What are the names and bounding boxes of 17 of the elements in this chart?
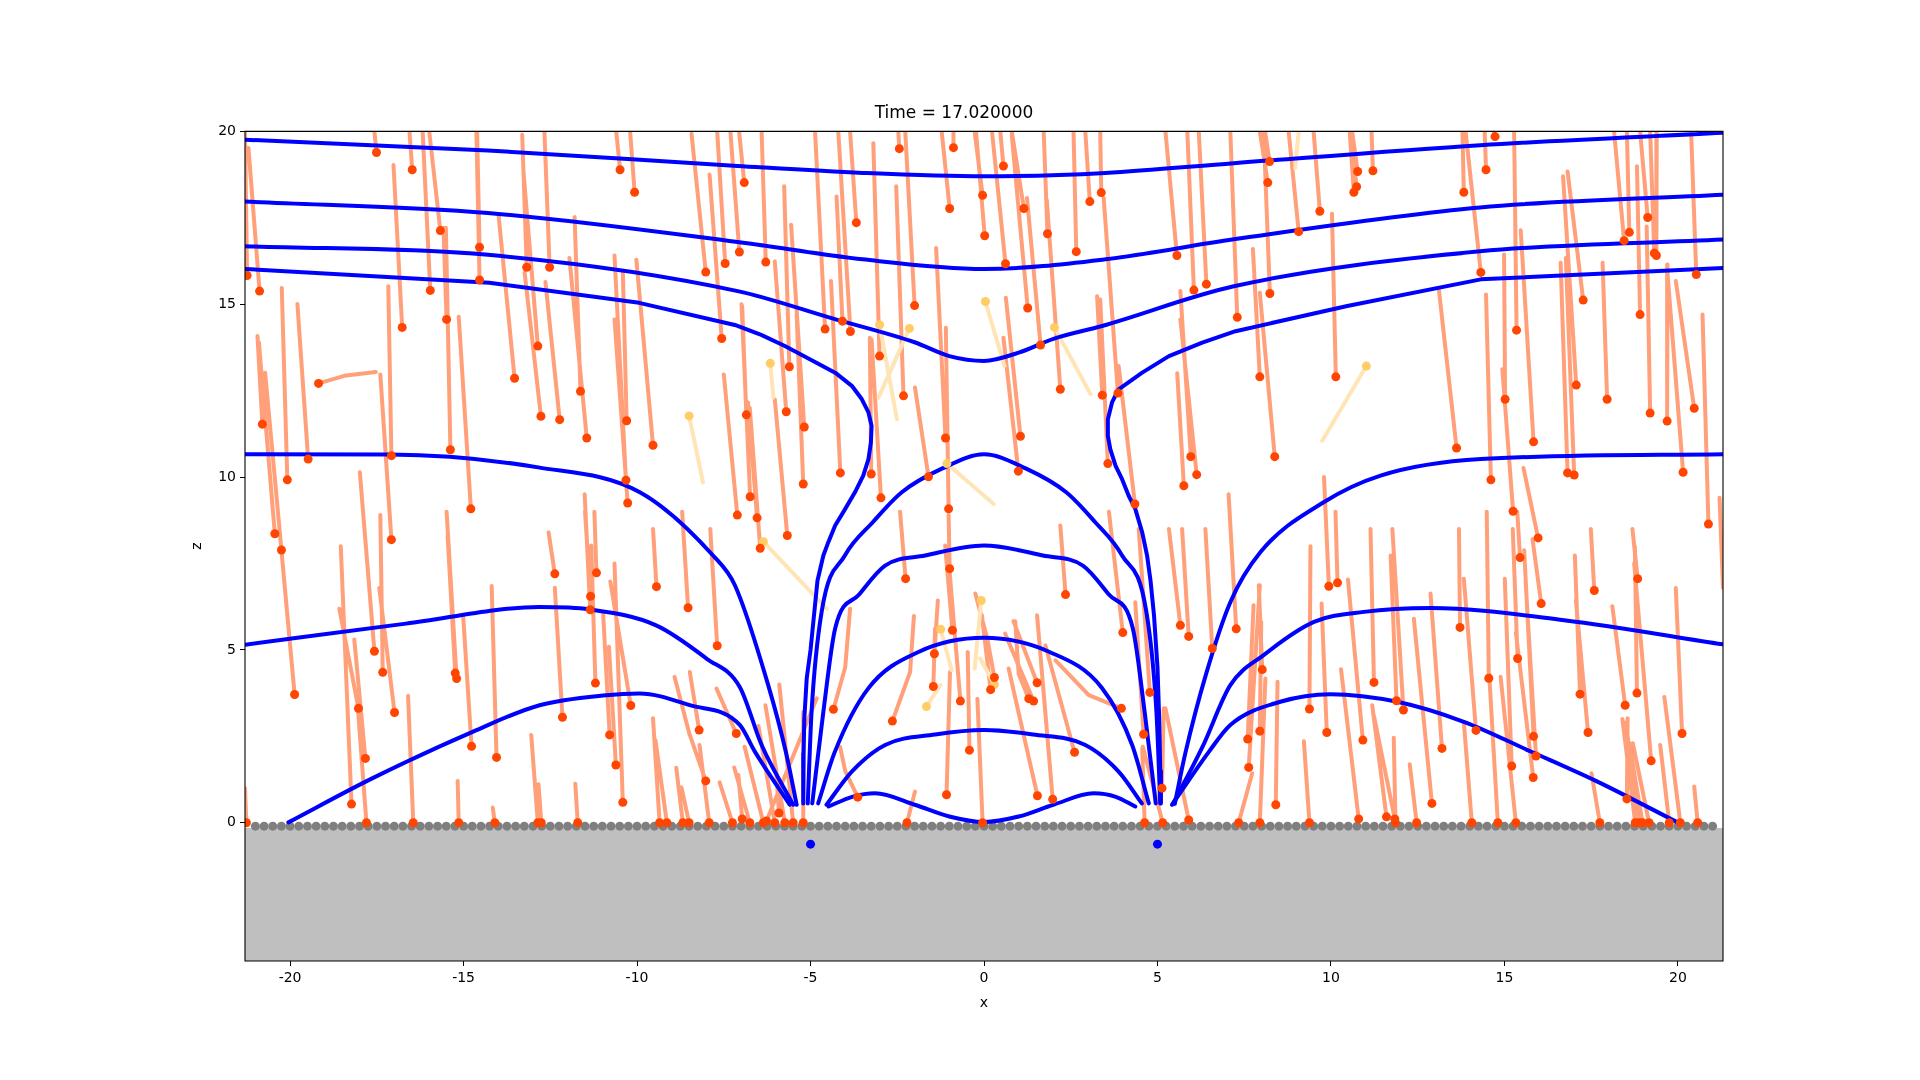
y-tick-label: 20 <box>218 122 236 139</box>
x-tick-label: -10 <box>625 969 649 986</box>
y-tick-label: 15 <box>218 294 236 311</box>
x-tick-label: -15 <box>452 969 476 986</box>
x-axis-title: x <box>979 994 989 1011</box>
x-tick-label: 15 <box>1495 969 1514 986</box>
y-tick-label: 10 <box>218 467 236 484</box>
x-tick-label: 20 <box>1668 969 1687 986</box>
x-tick-label: 5 <box>1153 969 1162 986</box>
y-tick-label: 0 <box>227 813 236 830</box>
chart-title: Time = 17.020000 <box>873 101 1034 122</box>
x-tick-label: 0 <box>979 969 989 986</box>
y-tick-label: 5 <box>227 640 236 657</box>
x-tick-label: 10 <box>1322 969 1340 986</box>
x-tick-label: -20 <box>278 969 302 986</box>
x-tick-label: -5 <box>803 969 818 986</box>
y-axis-title: z <box>188 542 205 550</box>
